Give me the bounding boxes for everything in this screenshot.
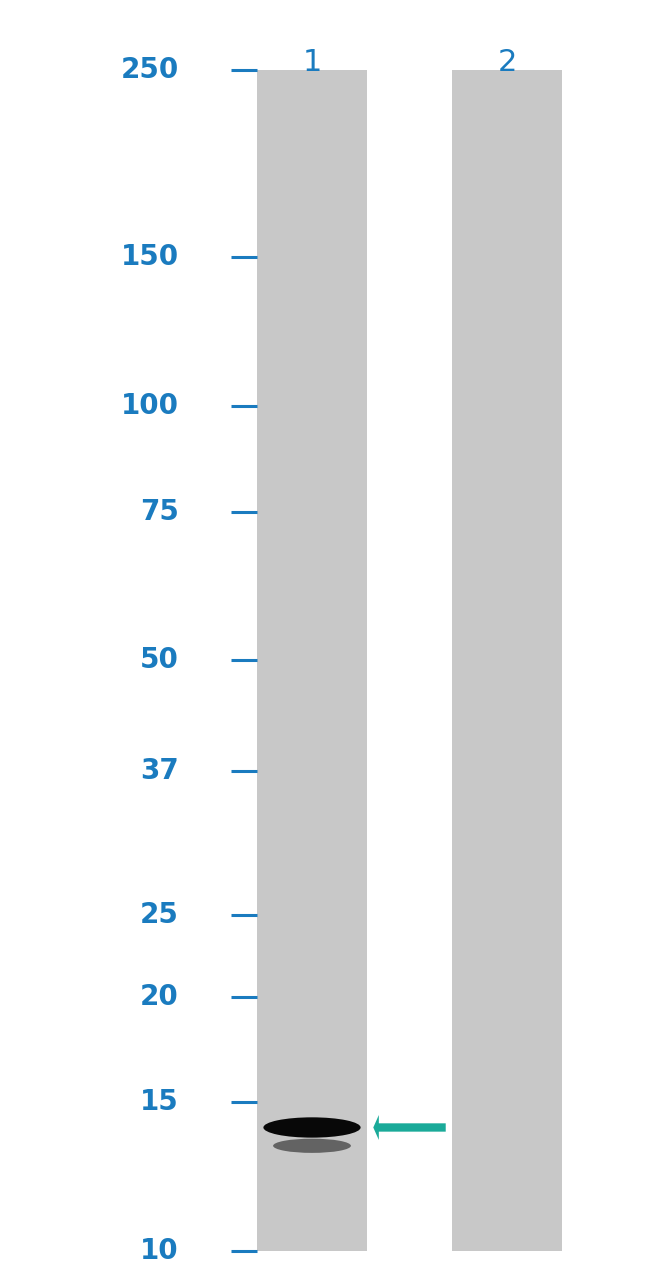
Text: 25: 25 (140, 900, 179, 928)
Text: 75: 75 (140, 498, 179, 526)
Ellipse shape (263, 1118, 361, 1138)
Ellipse shape (273, 1139, 351, 1153)
Text: 20: 20 (140, 983, 179, 1011)
Text: 150: 150 (121, 244, 179, 272)
Bar (452, 70, 562, 1251)
Text: 100: 100 (121, 392, 179, 420)
Bar (257, 70, 367, 1251)
Text: 37: 37 (140, 757, 179, 785)
Text: 250: 250 (120, 56, 179, 84)
Text: 1: 1 (302, 48, 322, 77)
Text: 50: 50 (140, 646, 179, 674)
Text: 15: 15 (140, 1088, 179, 1116)
Text: 2: 2 (497, 48, 517, 77)
Text: 10: 10 (140, 1237, 179, 1265)
